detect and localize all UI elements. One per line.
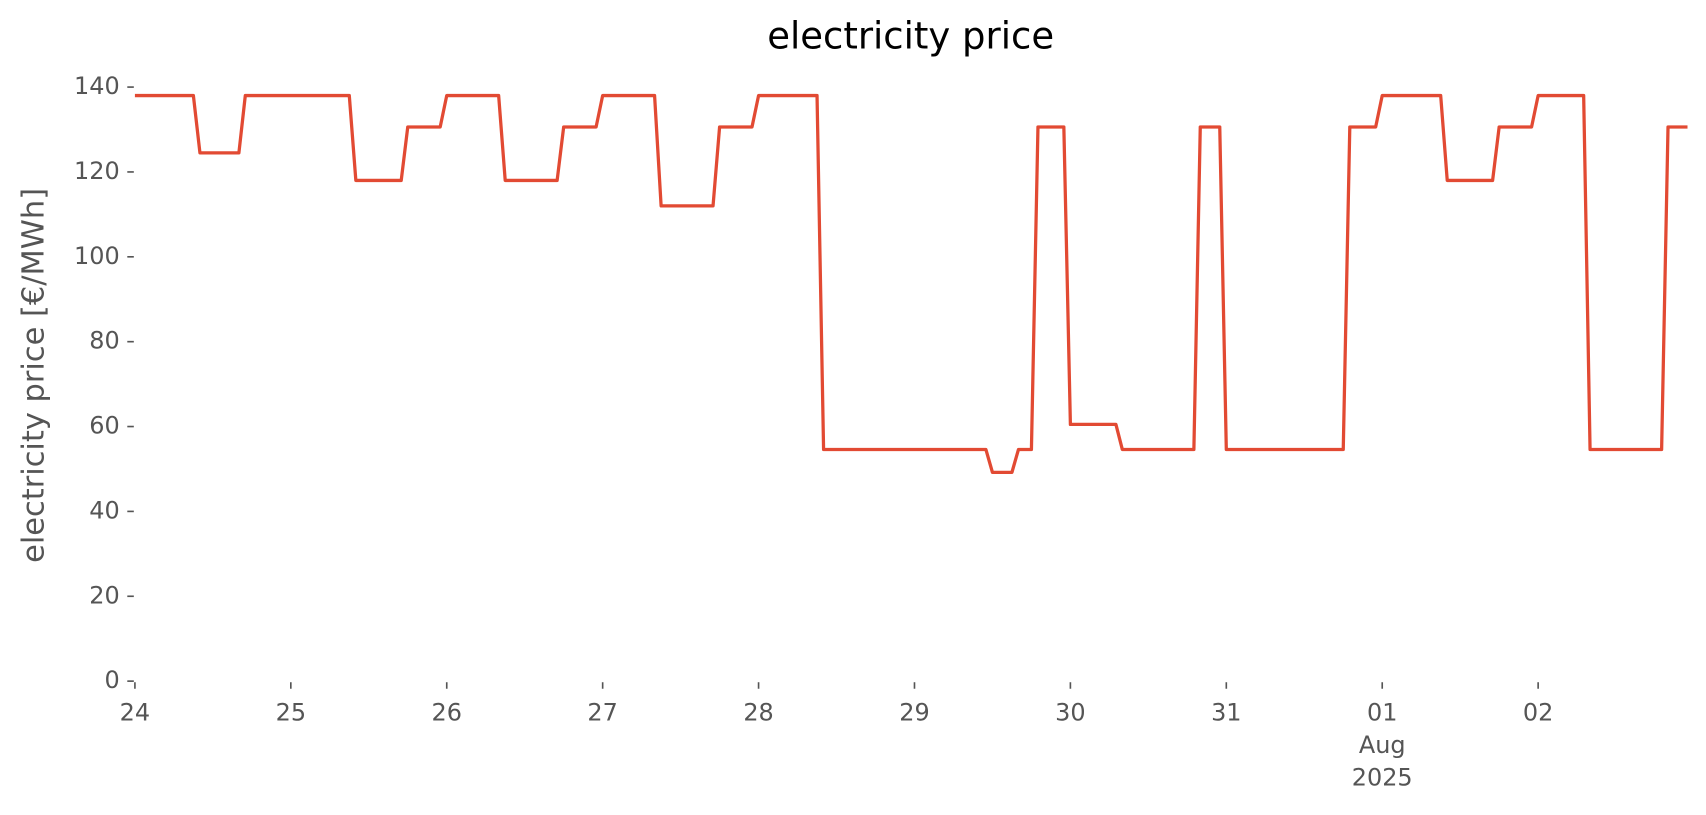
- price-line: [134, 93, 1688, 474]
- y-tick-label: 100: [74, 242, 120, 270]
- x-tick-label: 28: [743, 698, 773, 726]
- x-tick-label: 30: [1055, 698, 1085, 726]
- x-tick-label: 02: [1523, 698, 1553, 726]
- y-tick-label: 20: [89, 581, 119, 609]
- y-tick-label: 60: [89, 412, 119, 440]
- x-tick-label: 24: [120, 698, 150, 726]
- y-tick-label: 0: [104, 666, 119, 694]
- y-tick-label: 80: [89, 327, 119, 355]
- chart-title: electricity price: [767, 15, 1054, 58]
- x-tick-label: 25: [276, 698, 306, 726]
- x-tick-label: 01 Aug 2025: [1352, 698, 1413, 791]
- y-tick-label: 140: [74, 72, 120, 100]
- x-tick-label: 26: [432, 698, 462, 726]
- x-tick-label: 27: [587, 698, 617, 726]
- y-axis-label: electricity price [€/MWh]: [16, 188, 51, 563]
- y-tick-label: 40: [89, 496, 119, 524]
- x-tick-label: 31: [1211, 698, 1241, 726]
- x-tick-label: 29: [899, 698, 929, 726]
- y-tick-label: 120: [74, 157, 120, 185]
